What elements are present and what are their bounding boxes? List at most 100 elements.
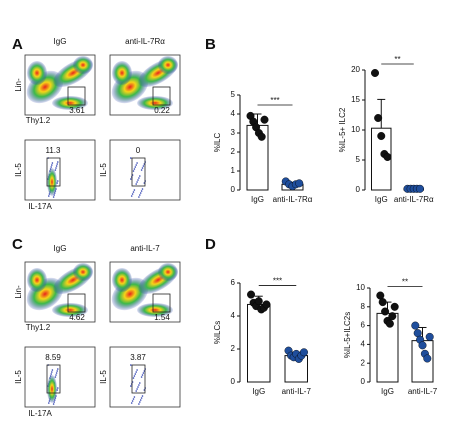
data-point [378,298,387,307]
y-tick-label: 6 [361,321,366,330]
event-dot [130,178,132,180]
data-point [423,354,432,363]
y-tick-label: 10 [351,125,360,134]
event-dot [139,382,141,384]
event-dot [130,402,133,404]
data-point [388,312,397,321]
event-dot [135,164,137,166]
density [52,96,88,110]
event-dot [54,169,57,171]
event-dot [139,399,142,401]
panel-letter: D [205,236,216,253]
event-dot [130,385,132,387]
density [47,168,57,196]
event-dot [131,400,134,402]
axis-label: IL-5 [99,163,108,177]
gate-value: 0.22 [154,106,170,115]
event-dot [135,183,137,185]
y-tick-label: 4 [231,311,236,320]
gate [46,157,61,187]
event-dot [57,387,59,389]
axis-label: Thy1.2 [26,116,51,125]
event-dot [142,372,145,374]
event-dot [133,375,136,377]
event-dot [138,384,140,386]
density [112,268,132,292]
y-tick-label: 2 [231,147,236,156]
significance-label: ** [394,55,400,64]
significance-label: ** [402,278,408,287]
data-point [415,184,424,193]
density [27,268,47,292]
event-dot [50,166,52,168]
event-dot [52,403,55,405]
density [27,61,47,85]
significance-label: *** [270,96,279,105]
event-dot [55,167,57,169]
gate-value: 8.59 [45,353,61,362]
event-dot [130,195,133,197]
event-dot [141,395,144,397]
significance-label: *** [273,277,282,286]
density [158,56,178,74]
y-tick-label: 0 [356,185,361,194]
gate [67,86,86,106]
event-dot [57,161,59,163]
y-tick-label: 6 [231,278,236,287]
y-tick-label: 2 [361,358,366,367]
data-point [262,300,271,309]
y-axis-label: %IL-5+ ILC2 [338,107,347,152]
column-header: anti-IL-7Rα [125,37,165,46]
data-point [257,132,266,141]
event-dot [56,370,58,372]
y-tick-label: 8 [361,302,366,311]
event-dot [48,195,50,197]
y-axis-label: %ILCs [213,321,222,345]
gate-value: 0 [136,146,141,155]
gate-value: 1.54 [154,313,170,322]
column-header: IgG [54,37,67,46]
event-dot [138,403,140,405]
axis-label: Lin- [14,285,23,299]
event-dot [56,163,58,165]
data-point [247,290,256,299]
density [52,303,88,317]
event-dot [51,164,53,166]
axis-label: Thy1.2 [26,323,51,332]
event-dot [136,388,138,390]
column-header: IgG [54,244,67,253]
data-point [383,152,392,161]
event-dot [51,371,53,373]
event-dot [57,180,59,182]
event-dot [140,397,143,399]
y-tick-label: 2 [231,344,236,353]
y-tick-label: 0 [361,377,366,386]
event-dot [133,189,136,191]
gate [152,293,171,313]
event-dot [140,190,143,192]
y-tick-label: 1 [231,166,236,175]
x-tick-label: IgG [375,195,388,204]
event-dot [51,369,54,371]
data-point [371,68,380,77]
y-tick-label: 10 [356,283,365,292]
event-dot [57,368,59,370]
event-dot [50,373,52,375]
event-dot [134,373,137,375]
x-tick-label: anti-IL-7 [408,387,438,396]
axis-label: Lin- [14,78,23,92]
event-dot [139,175,141,177]
y-tick-label: 4 [361,340,366,349]
event-dot [130,364,132,366]
event-dot [54,376,57,378]
data-point [374,113,383,122]
x-tick-label: IgG [381,387,394,396]
event-dot [48,402,50,404]
gate-value: 4.62 [69,313,85,322]
y-tick-label: 0 [231,377,236,386]
event-dot [134,166,137,168]
gate [131,157,146,187]
y-tick-label: 5 [356,155,361,164]
data-point [381,307,390,316]
event-dot [132,191,135,193]
